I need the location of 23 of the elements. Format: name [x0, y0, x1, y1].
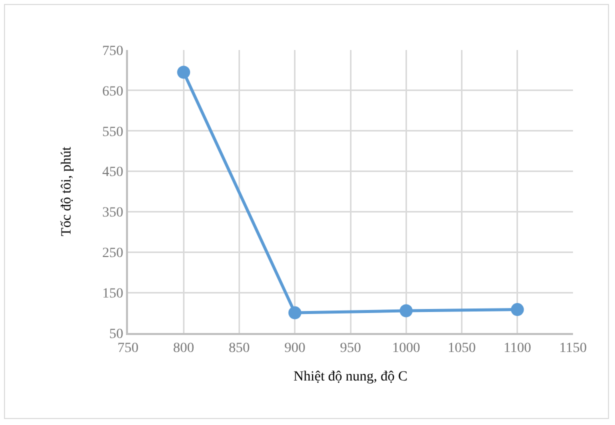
- y-tick-label: 650: [102, 84, 124, 100]
- x-tick-label: 900: [284, 340, 306, 356]
- point: [288, 306, 302, 320]
- y-axis-title: Tốc độ tôi, phút: [59, 146, 74, 236]
- y-tick-label: 350: [102, 206, 124, 221]
- x-tick-label: 950: [340, 340, 361, 356]
- y-tick-label: 50: [109, 326, 124, 342]
- x-tick-label: 1000: [392, 340, 420, 356]
- y-tick-label: 250: [102, 246, 124, 262]
- y-tick-label: 450: [102, 165, 124, 180]
- x-tick-label: 850: [228, 340, 250, 356]
- point: [400, 304, 413, 318]
- y-tick-label: 750: [102, 44, 124, 59]
- y-tick-label: 550: [102, 124, 124, 140]
- x-tick-label: 1050: [448, 340, 476, 356]
- x-tick-label: 1150: [559, 340, 587, 356]
- x-tick-label: 1100: [504, 340, 532, 356]
- x-tick-label: 800: [173, 340, 194, 356]
- x-tick-label: 750: [118, 340, 138, 356]
- point: [177, 66, 190, 79]
- point: [510, 303, 524, 316]
- x-axis-title: Nhiệt độ nung, độ C: [294, 370, 408, 385]
- y-tick-label: 150: [102, 286, 124, 302]
